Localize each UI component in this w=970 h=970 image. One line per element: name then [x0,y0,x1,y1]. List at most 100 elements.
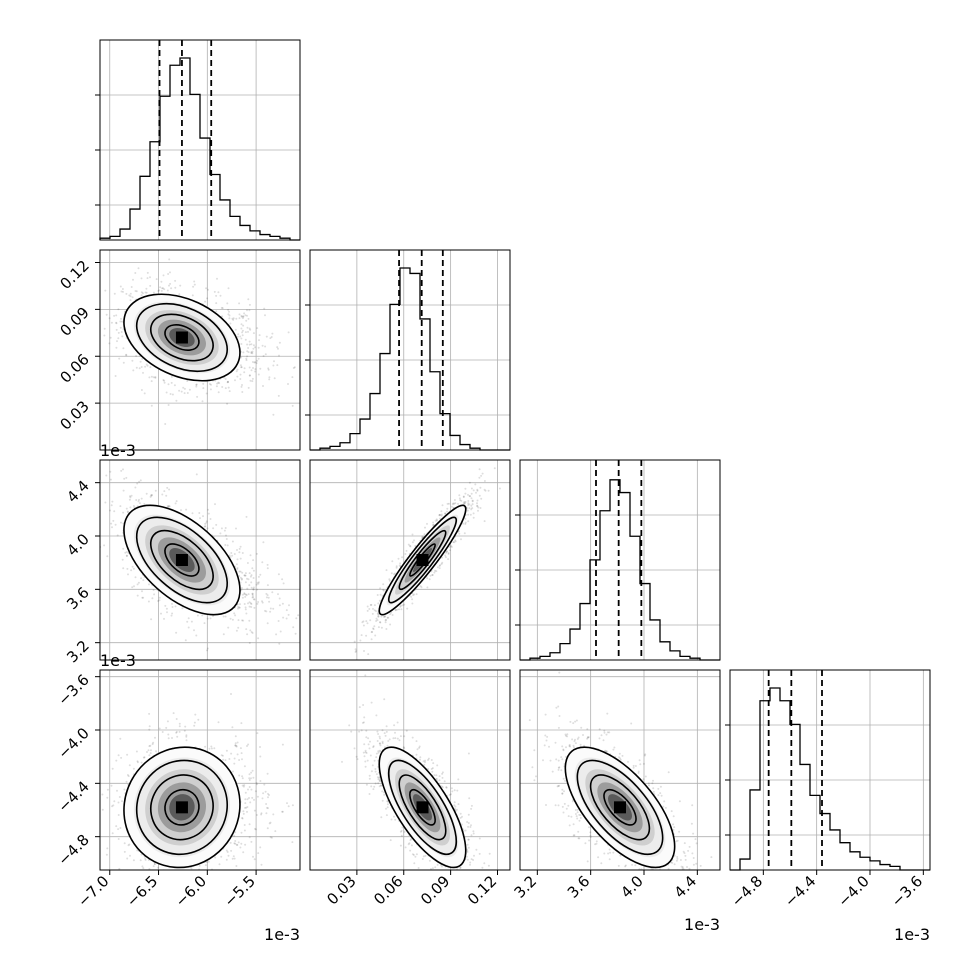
sample-point [144,365,147,368]
sample-point [463,502,466,505]
sample-point [129,495,131,498]
sample-point [236,368,239,371]
sample-point [400,604,402,607]
sample-point [260,863,263,866]
sample-point [134,272,137,274]
sample-point [257,373,260,376]
sample-point [244,802,247,805]
sample-point [171,606,174,608]
sample-point [224,544,227,546]
sample-point [238,774,241,777]
sample-point [410,595,413,598]
sample-point [163,381,166,384]
sample-point [93,782,95,784]
sample-point [481,472,484,475]
sample-point [266,772,269,775]
sample-point [265,335,268,338]
sample-point [421,535,424,538]
sample-point [209,518,212,520]
sample-point [225,749,228,752]
sample-point [226,381,229,384]
contour-line [135,302,229,373]
sample-point [463,502,466,505]
sample-point [255,583,258,586]
sample-point [150,404,153,407]
sample-point [431,574,434,576]
sample-point [466,509,469,512]
sample-point [403,603,406,606]
sample-point [226,402,229,405]
sample-point [447,553,450,555]
sample-point [252,588,255,591]
sample-point [250,369,253,372]
sample-point [439,513,442,516]
sample-point [208,747,211,750]
sample-point [155,278,158,281]
sample-point [140,366,143,368]
sample-point [476,488,479,491]
sample-point [158,599,161,602]
sample-point [233,834,236,837]
sample-point [237,607,239,610]
sample-point [244,338,247,341]
sample-point [462,522,465,525]
sample-point [454,540,457,543]
sample-point [262,355,265,357]
sample-point [231,317,234,320]
sample-point [148,376,151,379]
sample-point [148,712,151,715]
sample-point [239,335,242,338]
sample-point [152,741,155,744]
sample-point [248,340,251,343]
sample-point [411,602,414,605]
sample-point [206,527,209,530]
sample-point [171,612,174,615]
sample-point [217,391,220,394]
sample-point [251,594,254,597]
sample-point [270,336,273,338]
sample-point [160,612,162,615]
sample-point [145,287,148,290]
sample-point [158,902,160,904]
panel-frame [99,459,301,661]
sample-point [227,313,230,316]
sample-point [264,353,267,356]
sample-point [186,392,189,394]
sample-point [250,606,253,608]
sample-point [236,558,239,561]
sample-point [198,512,201,514]
sample-point [447,558,450,561]
sample-point [406,607,409,610]
sample-point [413,593,416,596]
sample-point [268,376,271,379]
sample-point [215,385,218,388]
sample-point [241,619,244,622]
sample-point [247,347,250,349]
sample-point [115,314,118,317]
sample-point [244,572,247,575]
sample-point [388,579,391,582]
sample-point [240,587,243,589]
sample-point [128,764,131,767]
sample-point [204,522,207,525]
sample-point [269,337,272,340]
sample-point [121,558,124,561]
sample-point [382,615,385,618]
sample-point [457,502,459,505]
sample-point [206,647,209,650]
sample-point [125,292,128,295]
sample-point [252,559,255,562]
sample-point [251,593,254,595]
sample-point [256,602,259,605]
sample-point [122,567,125,570]
sample-point [419,585,422,588]
sample-point [435,518,438,521]
sample-point [271,591,274,594]
sample-point [273,377,276,380]
sample-point [135,290,138,293]
sample-point [222,615,225,618]
sample-point [184,639,187,642]
sample-point [195,473,198,476]
sample-point [224,378,227,380]
sample-point [230,693,232,695]
